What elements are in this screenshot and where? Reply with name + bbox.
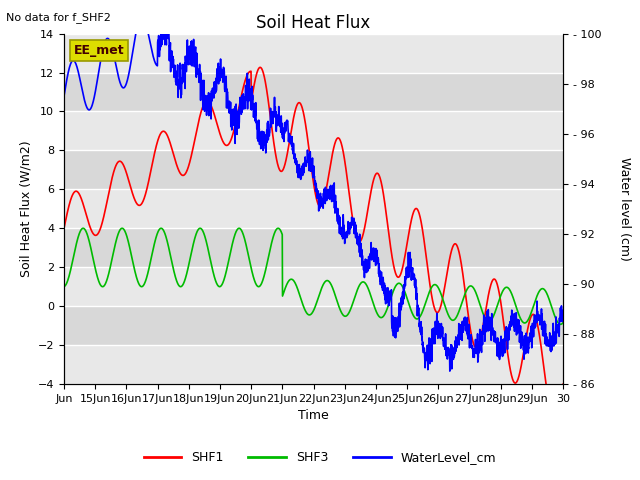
Bar — [64, 267, 563, 306]
Bar — [64, 345, 563, 384]
Bar — [64, 111, 563, 150]
Title: Soil Heat Flux: Soil Heat Flux — [257, 14, 371, 32]
Bar — [64, 228, 563, 267]
Bar — [64, 189, 563, 228]
Text: No data for f_SHF2: No data for f_SHF2 — [6, 12, 111, 23]
Legend: SHF1, SHF3, WaterLevel_cm: SHF1, SHF3, WaterLevel_cm — [139, 446, 501, 469]
Y-axis label: Water level (cm): Water level (cm) — [618, 157, 631, 261]
Bar — [64, 72, 563, 111]
Bar — [64, 150, 563, 189]
Text: EE_met: EE_met — [74, 44, 125, 57]
Bar — [64, 306, 563, 345]
Bar — [64, 34, 563, 72]
X-axis label: Time: Time — [298, 409, 329, 422]
Y-axis label: Soil Heat Flux (W/m2): Soil Heat Flux (W/m2) — [19, 141, 32, 277]
